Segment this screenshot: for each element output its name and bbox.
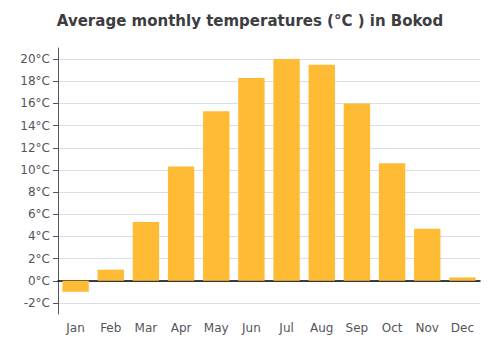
svg-text:Nov: Nov (416, 321, 439, 335)
svg-text:10°C: 10°C (20, 163, 50, 177)
svg-text:16°C: 16°C (20, 96, 50, 110)
svg-text:Apr: Apr (171, 321, 192, 335)
svg-text:Dec: Dec (451, 321, 474, 335)
svg-text:0°C: 0°C (28, 274, 50, 288)
svg-text:Mar: Mar (135, 321, 158, 335)
svg-text:6°C: 6°C (28, 207, 50, 221)
svg-text:Sep: Sep (346, 321, 369, 335)
svg-text:4°C: 4°C (28, 229, 50, 243)
svg-text:Jul: Jul (278, 321, 293, 335)
svg-text:-2°C: -2°C (24, 296, 50, 310)
svg-text:Feb: Feb (100, 321, 121, 335)
svg-text:Jun: Jun (241, 321, 261, 335)
svg-text:Average monthly temperatures (: Average monthly temperatures (°C ) in Bo… (57, 12, 443, 30)
svg-text:20°C: 20°C (20, 52, 50, 66)
svg-text:Jan: Jan (65, 321, 85, 335)
svg-text:8°C: 8°C (28, 185, 50, 199)
svg-text:12°C: 12°C (20, 141, 50, 155)
svg-text:14°C: 14°C (20, 119, 50, 133)
svg-text:May: May (204, 321, 229, 335)
svg-text:18°C: 18°C (20, 74, 50, 88)
svg-text:2°C: 2°C (28, 252, 50, 266)
svg-text:Oct: Oct (382, 321, 403, 335)
svg-text:Aug: Aug (310, 321, 333, 335)
